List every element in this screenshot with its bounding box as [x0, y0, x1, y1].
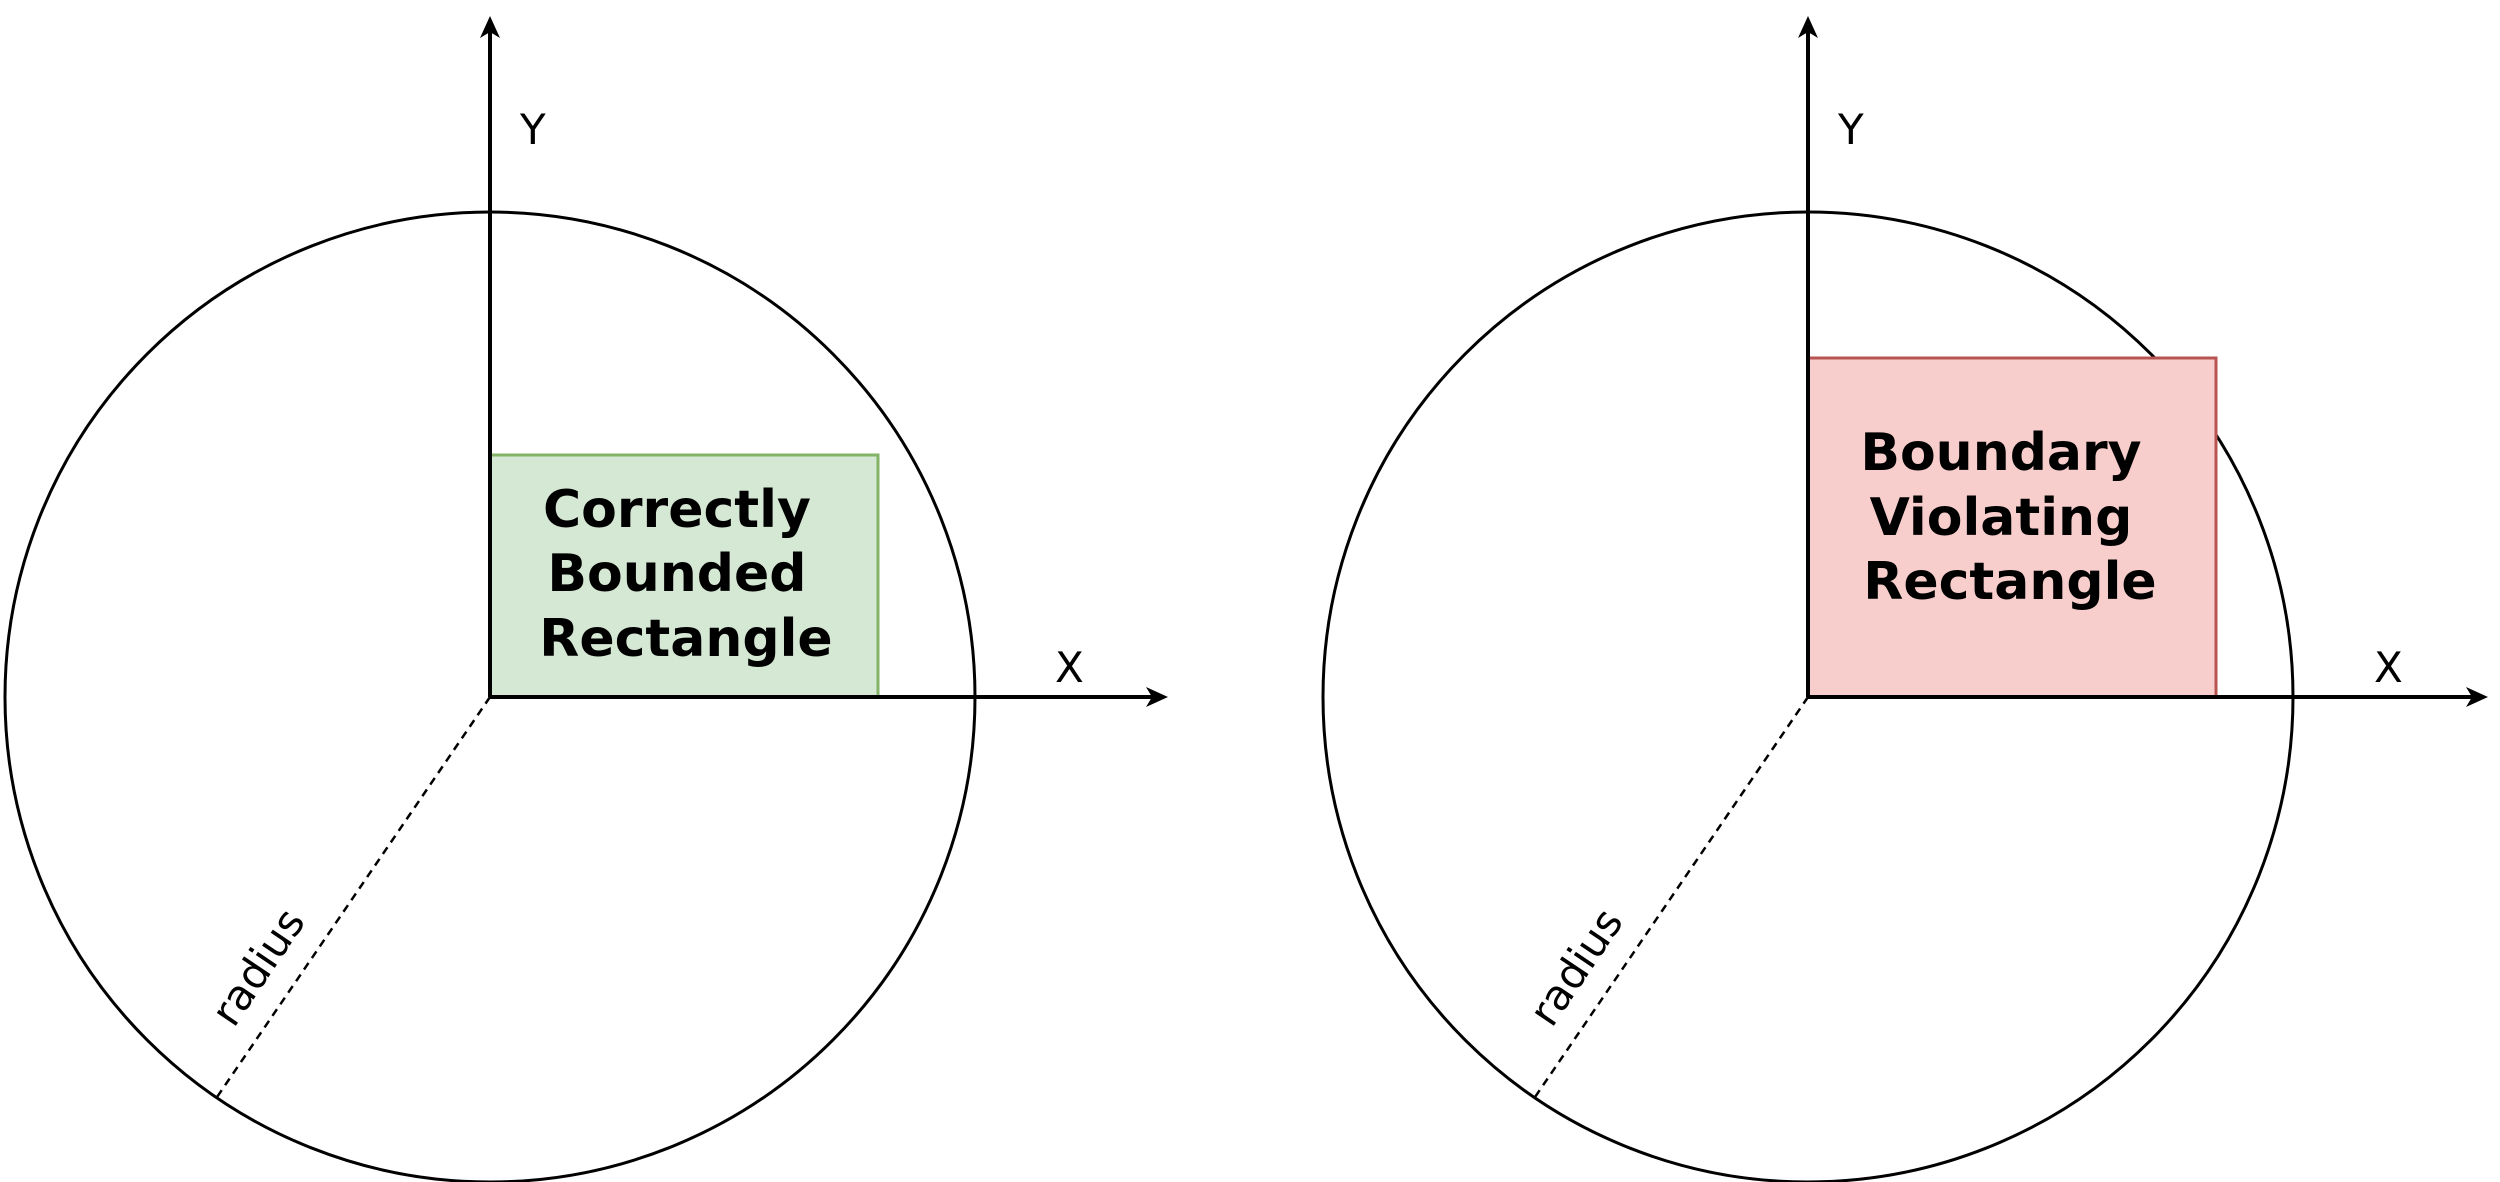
rectangle-label-line: Rectangle	[1863, 552, 2156, 612]
panel-correctly-bounded: Y X radius Correctly Bounded Rectangle	[3, 16, 1168, 1182]
radius-label: radius	[201, 899, 314, 1034]
radius-line	[1531, 696, 1810, 1101]
rectangle-label-line: Rectangle	[539, 609, 832, 669]
rectangle-label-line: Boundary	[1860, 423, 2141, 483]
x-axis-label: X	[1055, 643, 1084, 692]
y-axis-arrow-icon	[480, 16, 500, 38]
y-axis-label: Y	[1837, 105, 1864, 154]
boundary-violating-rectangle	[1806, 356, 2218, 699]
radius-label: radius	[1519, 899, 1632, 1034]
y-axis-arrow-icon	[1798, 16, 1818, 38]
y-axis-label: Y	[519, 105, 546, 154]
rectangle-label: Boundary Violating Rectangle	[1860, 423, 2159, 612]
radius-line	[213, 696, 492, 1101]
rectangle-label-line: Violating	[1870, 488, 2133, 548]
x-axis-arrow-icon	[2466, 687, 2488, 707]
rectangle-label-line: Correctly	[543, 480, 811, 540]
x-axis-label: X	[2374, 643, 2403, 692]
rectangle-label: Correctly Bounded Rectangle	[539, 480, 832, 669]
rectangle-label-line: Bounded	[547, 544, 806, 604]
x-axis-arrow-icon	[1146, 687, 1168, 707]
panel-boundary-violating: Y X radius Boundary Violating Rectangle	[1321, 16, 2488, 1182]
